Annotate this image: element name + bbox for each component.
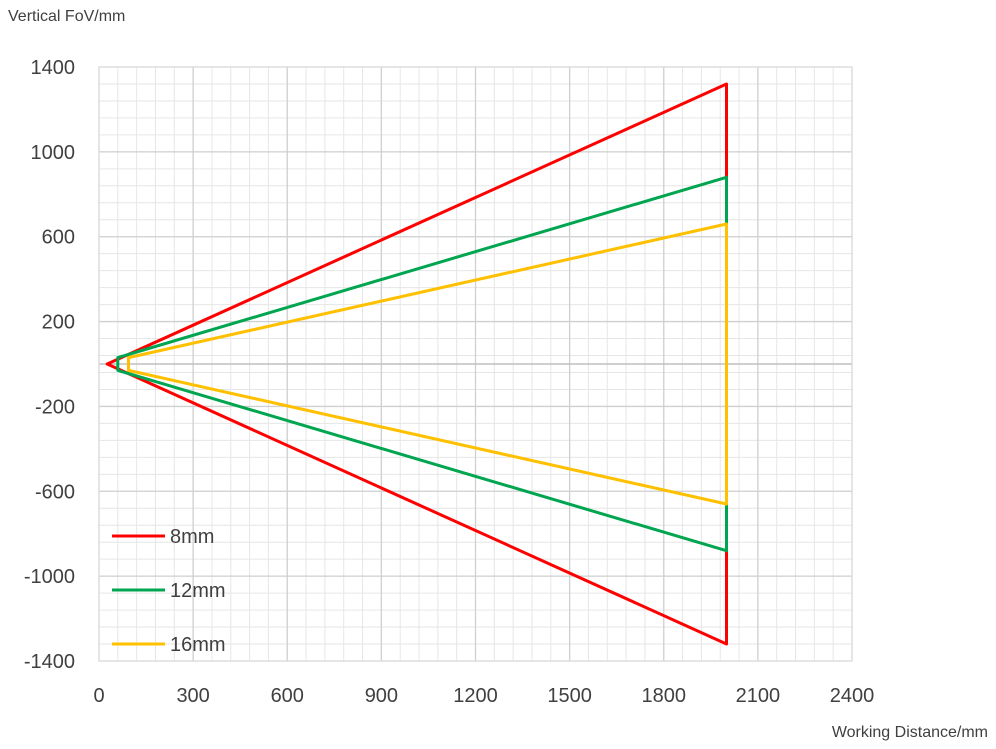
y-tick-label: -1400: [24, 651, 75, 673]
y-tick-label: -600: [35, 481, 75, 503]
x-tick-label: 1500: [547, 685, 592, 707]
y-axis-title: Vertical FoV/mm: [8, 8, 126, 25]
x-tick-label: 2400: [830, 685, 875, 707]
x-tick-label: 900: [365, 685, 398, 707]
x-tick-label: 1200: [453, 685, 498, 707]
x-tick-label: 0: [93, 685, 104, 707]
x-tick-label: 2100: [736, 685, 781, 707]
x-tick-label: 1800: [642, 685, 687, 707]
x-tick-label: 300: [176, 685, 209, 707]
x-tick-label: 600: [271, 685, 304, 707]
legend-label-12mm: 12mm: [170, 580, 226, 602]
plot-border: [98, 66, 853, 662]
legend-label-16mm: 16mm: [170, 634, 226, 656]
x-axis-title: Working Distance/mm: [831, 724, 988, 741]
y-tick-label: 1400: [31, 57, 76, 79]
y-tick-label: -1000: [24, 566, 75, 588]
y-tick-label: -200: [35, 396, 75, 418]
y-tick-label: 200: [42, 312, 75, 334]
legend-label-8mm: 8mm: [170, 526, 214, 548]
y-tick-label: 600: [42, 227, 75, 249]
series-line-12mm: [116, 175, 728, 553]
series-line-16mm: [127, 222, 728, 506]
y-tick-label: 1000: [31, 142, 76, 164]
